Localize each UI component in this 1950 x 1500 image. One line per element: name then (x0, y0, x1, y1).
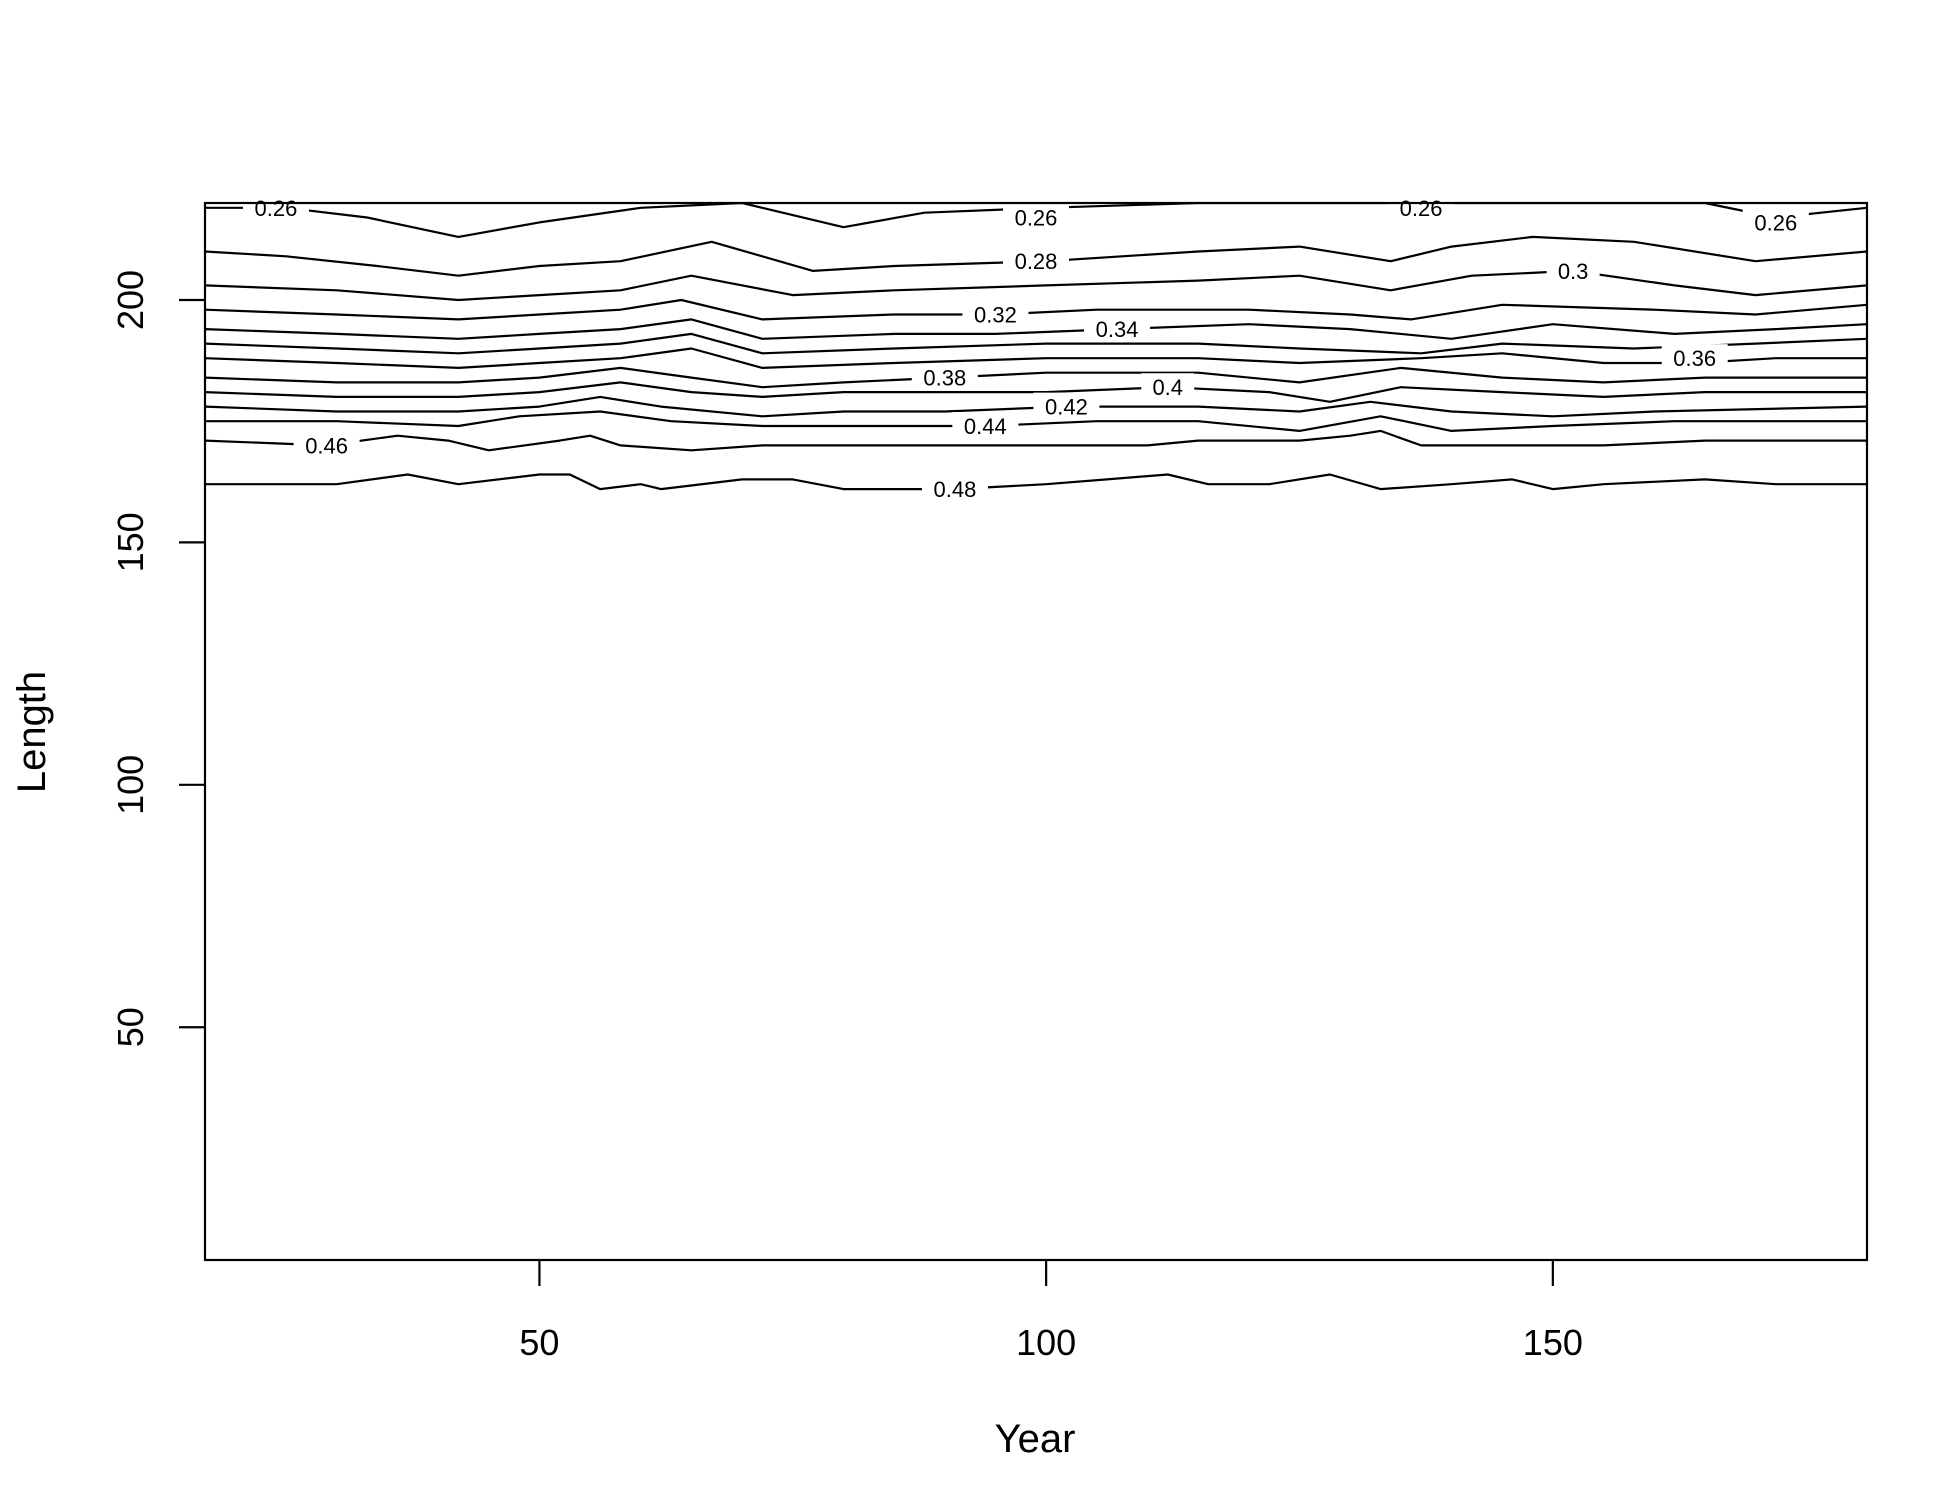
contour-label-bg (1661, 344, 1728, 371)
contour-label: 0.4 (1152, 375, 1183, 400)
contour-label: 0.46 (305, 433, 348, 458)
contour-label: 0.26 (255, 196, 298, 221)
contour-label: 0.28 (1015, 249, 1058, 274)
contour-label-bg (1084, 315, 1151, 342)
contour-label: 0.26 (1754, 210, 1797, 235)
contour-labels-layer: 0.26 0.26 0.26 0.26 0.28 0.3 0.32 0.34 0.36 0.38 0… (242, 193, 1809, 502)
contour-label-bg (1003, 203, 1069, 230)
contour-lines-layer (205, 203, 1867, 491)
contour-label: 0.38 (923, 366, 966, 391)
x-tick-label: 50 (519, 1322, 559, 1363)
contour-line (205, 203, 1867, 238)
x-axis: 50 100 150 (519, 1260, 1583, 1363)
contour-label: 0.34 (1096, 317, 1139, 342)
contour-label-bg (1033, 392, 1100, 419)
contour-line (205, 381, 1867, 403)
y-axis: 50 100 150 200 (110, 270, 205, 1047)
contour-label: 0.26 (1400, 196, 1443, 221)
y-tick-label: 50 (110, 1007, 151, 1047)
contour-label: 0.32 (974, 303, 1017, 328)
contour-line (205, 318, 1867, 340)
contour-label: 0.44 (964, 414, 1007, 439)
x-tick-label: 100 (1016, 1322, 1076, 1363)
contour-label-bg (911, 363, 978, 390)
contour-label: 0.26 (1015, 206, 1058, 231)
y-tick-label: 150 (110, 512, 151, 572)
contour-line (205, 235, 1867, 277)
contour-line (205, 332, 1867, 355)
contour-label-bg (293, 431, 360, 458)
contour-label-bg (1141, 373, 1195, 400)
contour-label-bg (1546, 256, 1600, 283)
contour-label-bg (962, 300, 1029, 327)
y-tick-label: 100 (110, 755, 151, 815)
contour-label: 0.48 (934, 477, 977, 502)
x-axis-title: Year (995, 1417, 1076, 1461)
plot-frame (203, 201, 1869, 1262)
contour-label-bg (1742, 208, 1809, 235)
x-tick-label: 150 (1523, 1322, 1583, 1363)
contour-label: 0.42 (1045, 395, 1088, 420)
contour-line (205, 410, 1867, 432)
contour-label-bg (952, 412, 1019, 439)
contour-label-bg (921, 475, 988, 502)
contour-line (205, 395, 1867, 418)
y-tick-label: 200 (110, 270, 151, 330)
contour-label-bg (242, 193, 309, 220)
contour-label: 0.36 (1673, 346, 1716, 371)
contour-line (205, 429, 1867, 452)
contour-label-bg (1003, 247, 1069, 274)
contour-line (205, 347, 1867, 369)
contour-label: 0.3 (1558, 259, 1589, 284)
contour-line (205, 473, 1867, 491)
contour-label-bg (1388, 193, 1455, 220)
contour-line (205, 269, 1867, 302)
y-axis-title: Length (10, 671, 54, 793)
